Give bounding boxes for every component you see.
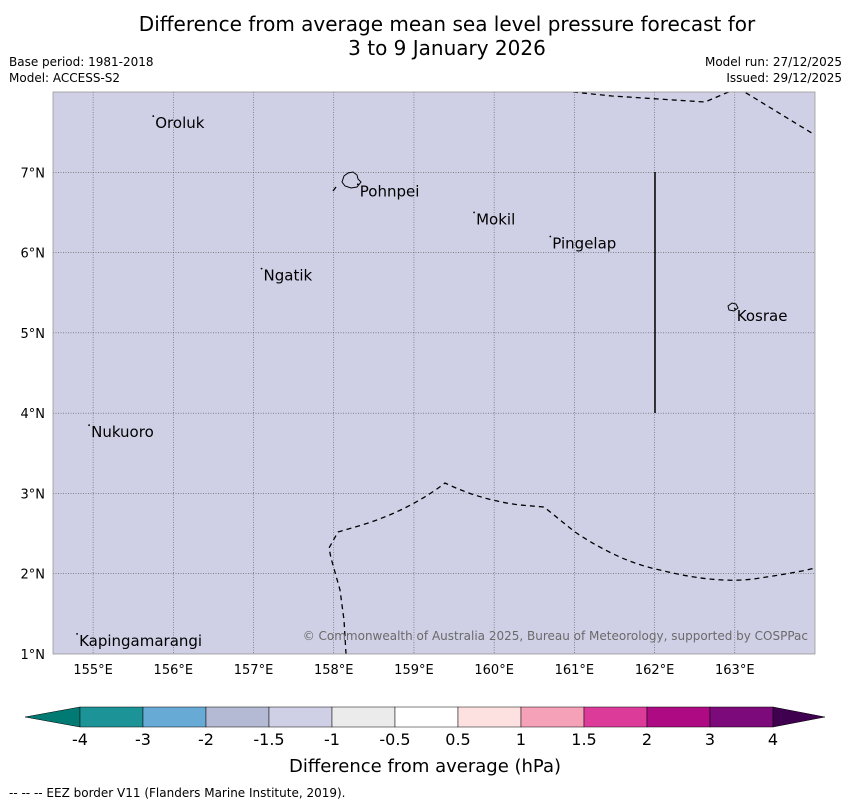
latitude-axis: 7°N 6°N 5°N 4°N 3°N 2°N 1°N: [21, 166, 46, 663]
base-period: Base period: 1981-2018: [9, 55, 154, 69]
pohnpei-island-outline: [341, 171, 362, 189]
longitude-tick-label: 157°E: [234, 663, 274, 678]
colorbar-segment: [394, 706, 459, 728]
longitude-tick-label: 160°E: [474, 663, 514, 678]
colorbar-segment: [709, 706, 774, 728]
eez-border-south: [328, 482, 815, 654]
latitude-tick-label: 4°N: [21, 407, 46, 422]
colorbar-tick-label: -4: [72, 730, 88, 749]
model-run: Model run: 27/12/2025: [704, 55, 842, 69]
colorbar-tick-label: 2: [642, 730, 652, 749]
copyright-notice: © Commonwealth of Australia 2025, Bureau…: [303, 629, 808, 643]
longitude-tick-label: 159°E: [394, 663, 434, 678]
model-name: Model: ACCESS-S2: [9, 71, 121, 85]
place-marker: [549, 235, 552, 238]
colorbar-tick-label: 1: [516, 730, 526, 749]
colorbar-tick-label: -1: [324, 730, 340, 749]
longitude-tick-label: 162°E: [635, 663, 675, 678]
eez-footnote: -- -- -- EEZ border V11 (Flanders Marine…: [9, 786, 346, 800]
longitude-tick-label: 161°E: [555, 663, 595, 678]
colorbar-tick-label: 0.5: [445, 730, 470, 749]
longitude-axis: 155°E 156°E 157°E 158°E 159°E 160°E 161°E 162°E…: [73, 663, 754, 678]
chart-title: Difference from average mean sea level p…: [0, 12, 850, 60]
place-marker: [260, 267, 263, 270]
colorbar-segment: [79, 706, 144, 728]
latitude-tick-label: 5°N: [21, 327, 46, 342]
meta-left: Base period: 1981-2018 Model: ACCESS-S2: [9, 54, 154, 86]
colorbar-tick-label: -0.5: [379, 730, 410, 749]
latitude-tick-label: 7°N: [21, 166, 46, 181]
latitude-tick-label: 6°N: [21, 247, 46, 262]
place-marker: [88, 424, 90, 427]
colorbar-tick-label: 1.5: [571, 730, 596, 749]
place-label-ngatik: Ngatik: [264, 267, 313, 285]
pressure-anomaly-field: [53, 92, 815, 654]
colorbar-tick-label: -1.5: [253, 730, 284, 749]
colorbar-upper-extension: [772, 706, 826, 728]
colorbar-segment: [583, 706, 648, 728]
place-label-mokil: Mokil: [476, 210, 515, 228]
colorbar-tick-label: 3: [705, 730, 715, 749]
colorbar-tick-label: -2: [198, 730, 214, 749]
title-line-1: Difference from average mean sea level p…: [138, 12, 756, 36]
colorbar-tick-label: -3: [135, 730, 151, 749]
place-marker: [76, 633, 78, 635]
place-label-pingelap: Pingelap: [552, 235, 616, 253]
colorbar-segment: [520, 706, 585, 728]
issued-date: Issued: 29/12/2025: [726, 71, 842, 85]
place-labels: Oroluk Pohnpei Mokil Pingelap Ngatik Kosrae Nu…: [76, 114, 787, 650]
longitude-tick-label: 163°E: [715, 663, 755, 678]
colorbar-tick-label: 4: [768, 730, 778, 749]
colorbar-title: Difference from average (hPa): [289, 756, 561, 777]
place-marker: [152, 115, 155, 117]
longitude-tick-label: 156°E: [154, 663, 194, 678]
colorbar-segment: [268, 706, 333, 728]
kosrae-island-outline: [727, 302, 739, 312]
colorbar-segment: [331, 706, 396, 728]
latitude-tick-label: 3°N: [21, 487, 46, 502]
colorbar-segment: [457, 706, 522, 728]
colorbar-segment: [646, 706, 711, 728]
place-label-nukuoro: Nukuoro: [91, 423, 154, 441]
colorbar: -4 -3 -2 -1.5 -1 -0.5 0.5 1 1.5 2 3 4: [24, 706, 826, 749]
place-label-oroluk: Oroluk: [155, 114, 204, 132]
meta-right: Model run: 27/12/2025 Issued: 29/12/2025: [705, 54, 842, 86]
place-label-kosrae: Kosrae: [737, 307, 788, 325]
eez-border-north: [572, 92, 815, 136]
colorbar-segment: [142, 706, 207, 728]
eez-border-pohnpei-stub: [332, 186, 337, 192]
place-label-pohnpei: Pohnpei: [360, 182, 420, 200]
place-marker: [733, 307, 736, 310]
latitude-tick-label: 1°N: [21, 648, 46, 663]
colorbar-lower-extension: [24, 706, 81, 728]
longitude-tick-label: 158°E: [314, 663, 354, 678]
place-marker: [473, 211, 476, 214]
latitude-tick-label: 2°N: [21, 568, 46, 583]
map-frame: [52, 91, 816, 655]
colorbar-segment: [205, 706, 270, 728]
title-line-2: 3 to 9 January 2026: [348, 36, 546, 60]
longitude-tick-label: 155°E: [73, 663, 113, 678]
eez-borders: [328, 92, 815, 654]
place-marker: [356, 183, 359, 186]
place-label-kapingamarangi: Kapingamarangi: [79, 632, 202, 650]
